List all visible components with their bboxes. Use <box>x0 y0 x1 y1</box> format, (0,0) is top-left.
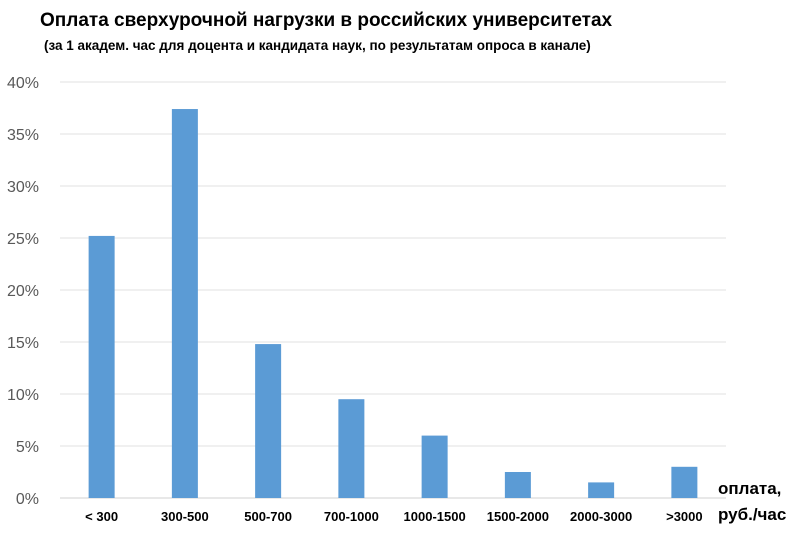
bar <box>421 435 448 498</box>
x-axis-label-line1: оплата, <box>718 479 781 498</box>
x-tick-label: >3000 <box>666 509 703 524</box>
bars <box>88 109 698 499</box>
x-tick-label: < 300 <box>85 509 118 524</box>
bar <box>255 344 282 498</box>
y-tick-label: 30% <box>7 179 39 196</box>
x-tick-label: 1500-2000 <box>487 509 549 524</box>
y-tick-label: 0% <box>16 491 39 508</box>
y-tick-label: 15% <box>7 335 39 352</box>
y-tick-label: 20% <box>7 283 39 300</box>
x-axis-ticks: < 300 300-500 500-700 700-1000 1000-1500 1500… <box>85 509 702 524</box>
bar <box>504 472 531 498</box>
x-tick-label: 2000-3000 <box>570 509 632 524</box>
bar <box>588 482 615 498</box>
x-tick-label: 700-1000 <box>324 509 379 524</box>
y-tick-label: 25% <box>7 231 39 248</box>
y-tick-label: 5% <box>16 439 39 456</box>
x-tick-label: 1000-1500 <box>404 509 466 524</box>
y-tick-label: 40% <box>7 75 39 92</box>
bar <box>671 466 698 498</box>
y-tick-label: 35% <box>7 127 39 144</box>
bar <box>88 235 115 499</box>
gridlines <box>60 81 726 499</box>
x-tick-label: 300-500 <box>161 509 209 524</box>
bar <box>171 109 198 498</box>
y-tick-label: 10% <box>7 387 39 404</box>
bar <box>338 399 365 498</box>
chart-subtitle: (за 1 академ. час для доцента и кандидат… <box>44 38 591 53</box>
chart-title: Оплата сверхурочной нагрузки в российски… <box>40 10 613 31</box>
x-tick-label: 500-700 <box>244 509 292 524</box>
y-axis-ticks: 0% 5% 10% 15% 20% 25% 30% 35% 40% <box>7 75 39 508</box>
x-axis-label-line2: руб./час <box>718 505 786 524</box>
